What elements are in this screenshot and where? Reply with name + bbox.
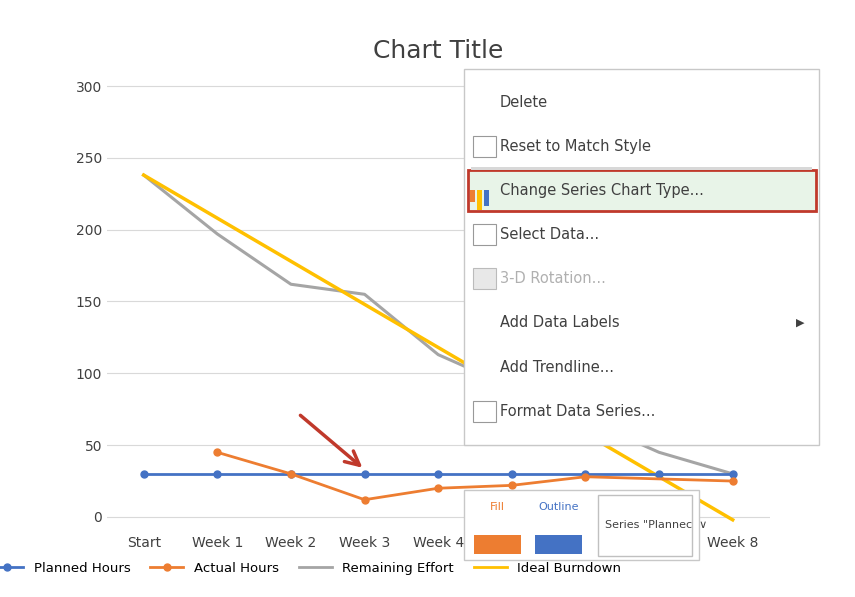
Text: Format Data Series...: Format Data Series... bbox=[499, 404, 655, 419]
Text: Fill: Fill bbox=[490, 502, 504, 512]
Text: Add Trendline...: Add Trendline... bbox=[499, 359, 614, 375]
FancyBboxPatch shape bbox=[535, 535, 581, 555]
Text: Series "Plannec  ∨: Series "Plannec ∨ bbox=[605, 520, 708, 530]
Text: ▶: ▶ bbox=[796, 318, 805, 328]
FancyBboxPatch shape bbox=[468, 170, 816, 211]
FancyBboxPatch shape bbox=[464, 69, 819, 445]
Text: Reset to Match Style: Reset to Match Style bbox=[499, 139, 651, 154]
Bar bbox=[471, 167, 812, 170]
Text: Add Data Labels: Add Data Labels bbox=[499, 315, 619, 331]
Text: Outline: Outline bbox=[538, 502, 579, 512]
Text: 3-D Rotation...: 3-D Rotation... bbox=[499, 271, 605, 287]
FancyBboxPatch shape bbox=[473, 269, 496, 289]
FancyBboxPatch shape bbox=[477, 190, 482, 210]
FancyBboxPatch shape bbox=[474, 535, 521, 555]
FancyBboxPatch shape bbox=[598, 495, 693, 556]
FancyBboxPatch shape bbox=[469, 190, 475, 202]
Legend: Planned Hours, Actual Hours, Remaining Effort, Ideal Burndown: Planned Hours, Actual Hours, Remaining E… bbox=[0, 556, 627, 580]
FancyBboxPatch shape bbox=[464, 490, 699, 560]
Text: Delete: Delete bbox=[499, 94, 548, 109]
Text: Select Data...: Select Data... bbox=[499, 227, 598, 242]
FancyBboxPatch shape bbox=[484, 190, 489, 206]
Text: Change Series Chart Type...: Change Series Chart Type... bbox=[499, 183, 704, 198]
Title: Chart Title: Chart Title bbox=[373, 39, 504, 63]
